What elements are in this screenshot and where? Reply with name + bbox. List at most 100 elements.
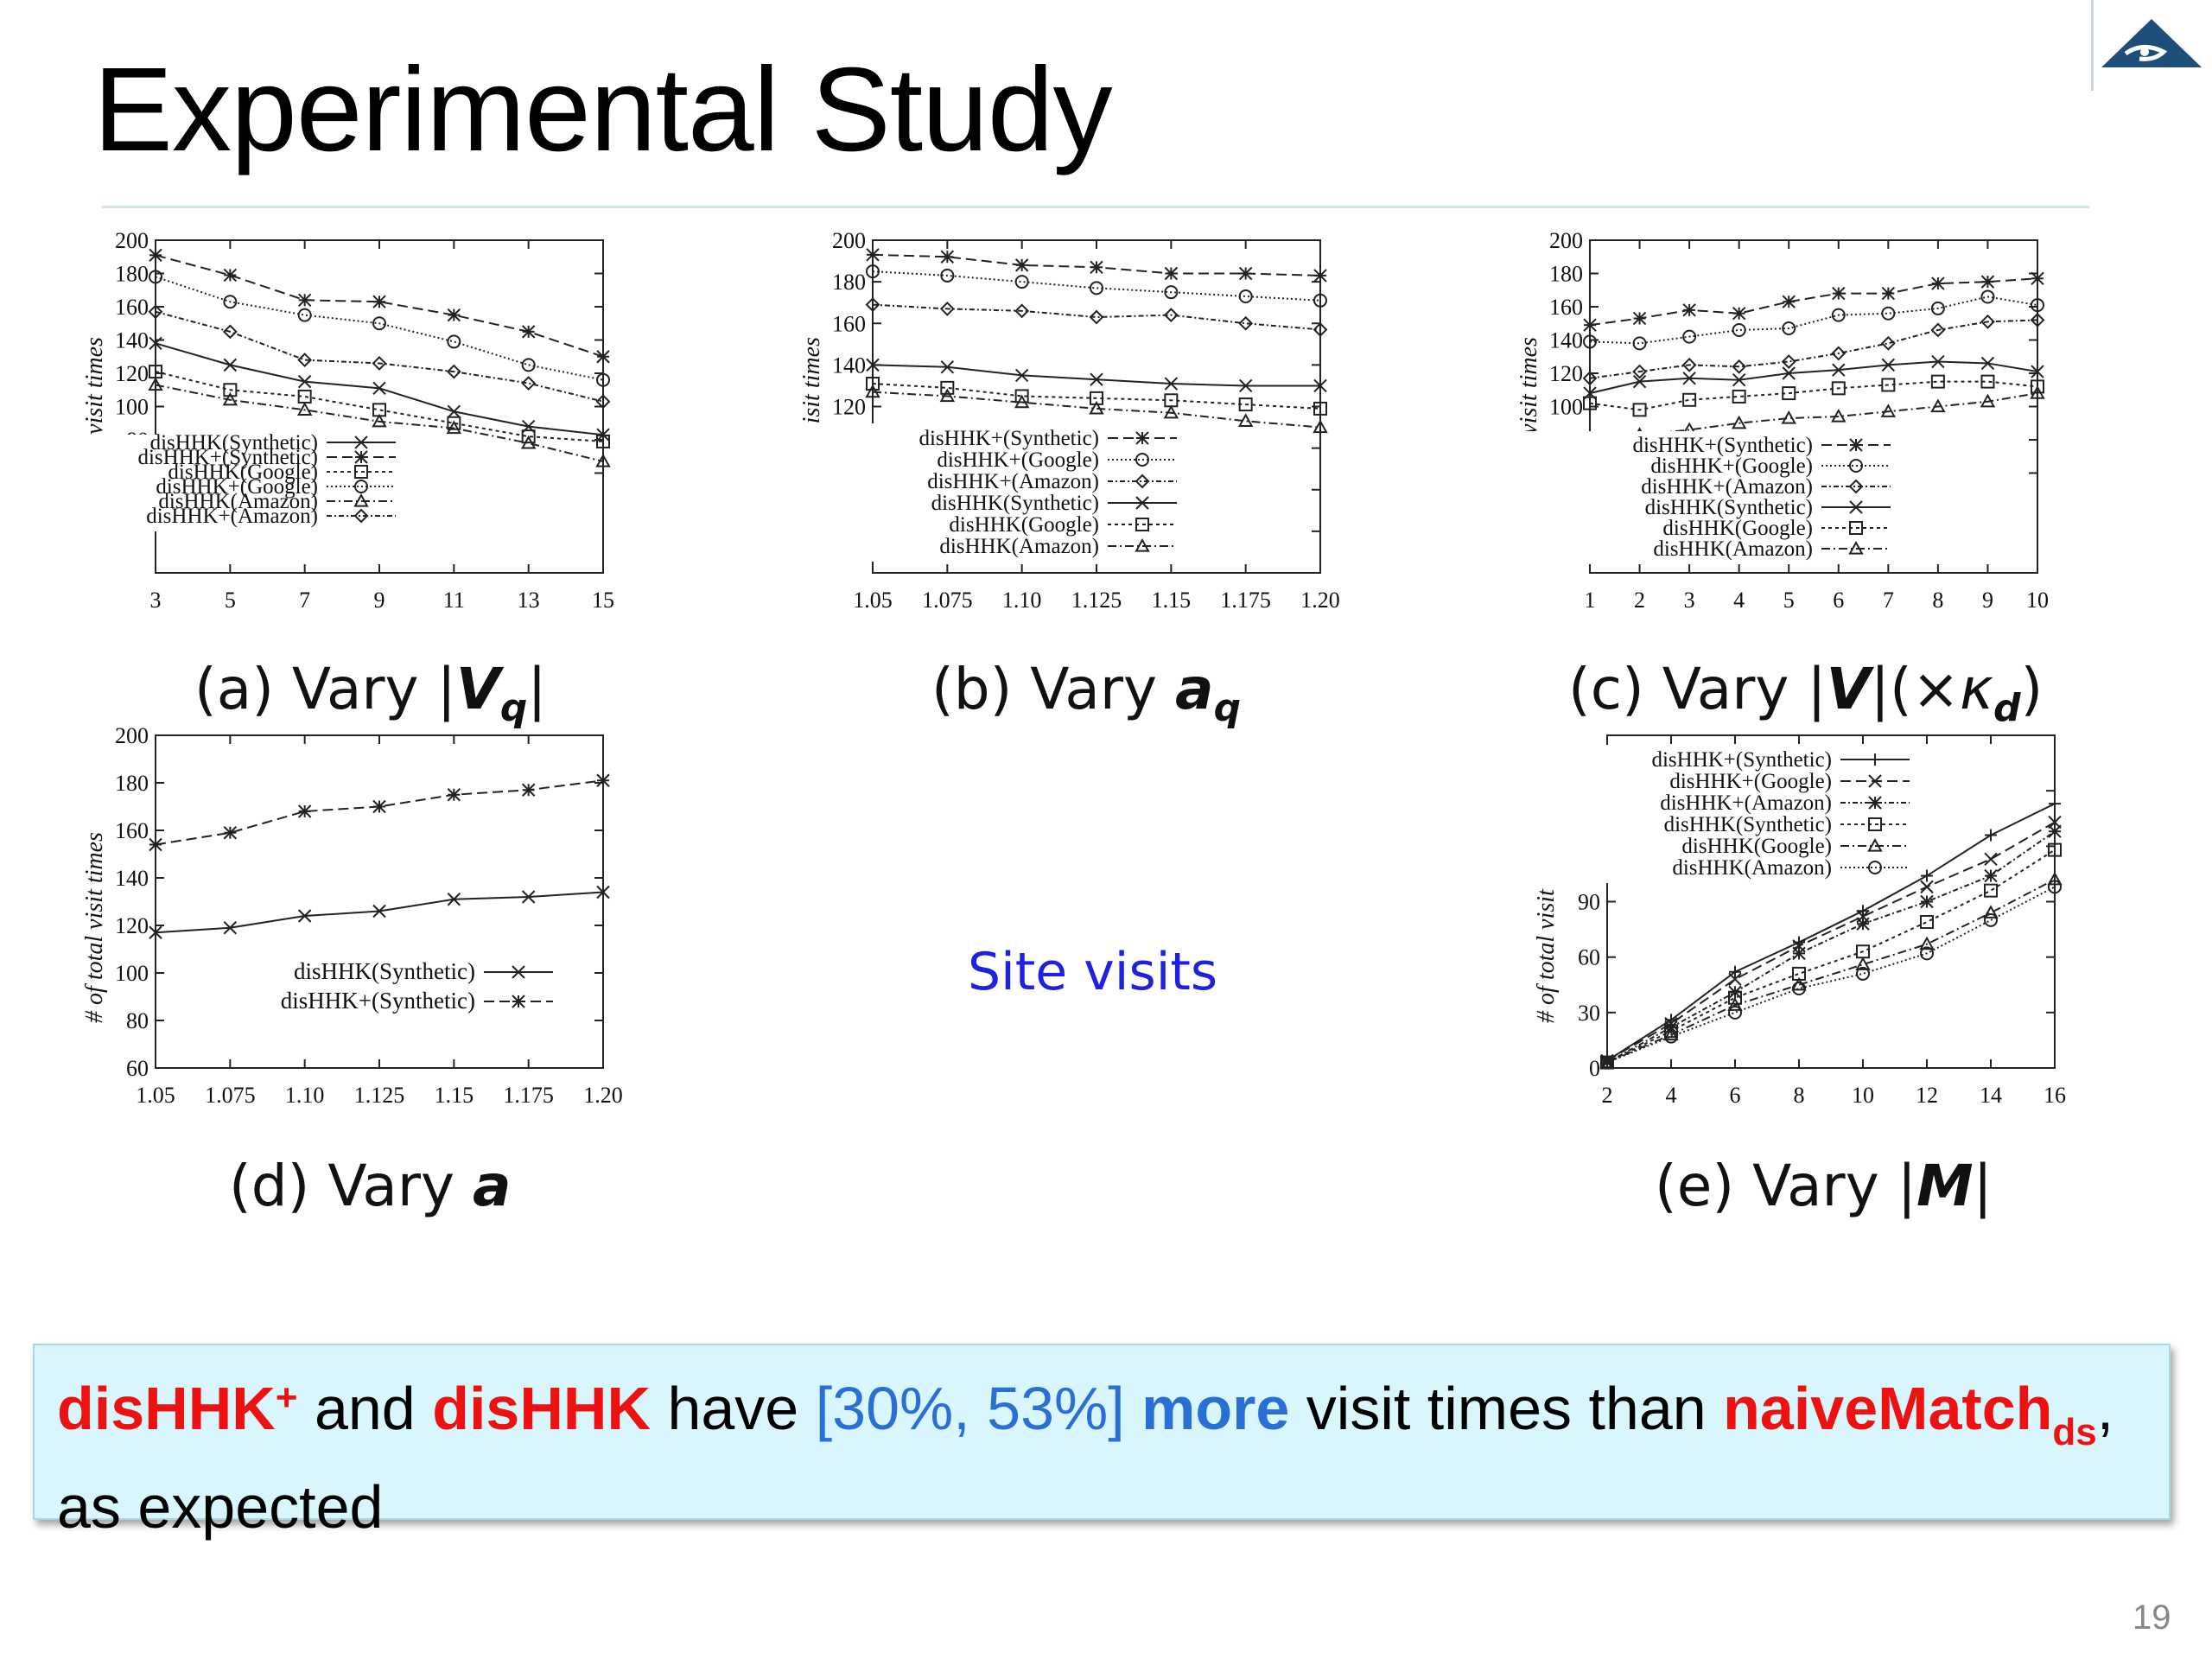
data-point	[1930, 374, 1945, 389]
data-point	[1931, 276, 1945, 290]
caption-c: (c) Vary |V|(×κd)	[1568, 656, 2044, 730]
data-point	[2030, 385, 2045, 399]
legend-marker	[1849, 438, 1863, 452]
legend-label: disHHK+(Amazon)	[146, 505, 318, 528]
data-point	[1313, 293, 1327, 308]
data-point	[296, 402, 313, 416]
y-tick-label: 200	[832, 228, 866, 253]
logo-divider	[2091, 0, 2094, 91]
data-point	[1238, 289, 1253, 303]
x-tick-label: 1.125	[354, 1083, 405, 1108]
series-line	[872, 383, 1321, 410]
data-point	[1831, 346, 1847, 361]
data-point	[372, 413, 387, 428]
legend-marker	[1135, 474, 1150, 489]
data-point	[596, 350, 610, 364]
x-tick-label: 1.05	[853, 588, 893, 613]
chart-vary-a: 60 80 100 120 140 160 180 200 1.05 1.075 1.10 1.125…	[81, 723, 623, 1108]
data-point	[1583, 334, 1597, 349]
x-tick-label: 8	[1932, 588, 1943, 613]
y-tick-label: 80	[126, 1008, 149, 1033]
y-tick-label: 180	[115, 262, 149, 287]
data-point	[1983, 905, 1999, 918]
series-line	[872, 270, 1321, 302]
legend-label: disHHK(Amazon)	[158, 490, 318, 513]
legend-label: disHHK(Synthetic)	[150, 431, 318, 454]
legend-background	[7, 435, 378, 531]
data-point	[1782, 295, 1796, 308]
y-tick-label: 30	[1578, 1001, 1600, 1026]
data-point	[1632, 364, 1647, 379]
data-point	[1090, 260, 1103, 274]
x-tick-label: 4	[1666, 1083, 1677, 1108]
x-tick-label: 14	[1980, 1083, 2002, 1108]
data-point	[1985, 829, 1997, 842]
data-point	[223, 921, 238, 935]
legend-marker	[354, 465, 368, 479]
x-tick-label: 1.05	[136, 1083, 175, 1108]
x-tick-label: 2	[1602, 1083, 1613, 1108]
data-point	[1881, 286, 1896, 301]
x-tick-label: 5	[1783, 588, 1795, 613]
x-tick-label: 1.20	[1300, 588, 1340, 613]
legend: disHHK(Synthetic) disHHK+(Synthetic)	[164, 950, 553, 1017]
data-point	[1014, 303, 1030, 319]
legend-marker	[1849, 521, 1863, 535]
x-tick-label: 6	[1833, 588, 1844, 613]
series-line	[155, 310, 604, 403]
data-point	[222, 324, 238, 340]
legend-label: disHHK(Amazon)	[939, 535, 1099, 558]
legend-marker	[1135, 431, 1149, 445]
legend-marker	[1849, 500, 1863, 514]
data-point	[1237, 413, 1254, 427]
data-point	[1632, 336, 1647, 351]
data-point	[1831, 408, 1847, 423]
x-tick-label: 9	[374, 588, 385, 613]
data-point	[521, 890, 536, 904]
data-point	[596, 773, 610, 787]
y-tick-label: 120	[115, 913, 149, 938]
x-tick-label: 8	[1794, 1083, 1805, 1108]
data-point	[1727, 997, 1743, 1011]
data-point	[1831, 381, 1846, 396]
data-point	[447, 893, 461, 906]
data-point	[1930, 322, 1946, 338]
site-visits-note: Site visits	[968, 942, 1218, 1002]
data-point	[1164, 285, 1179, 300]
data-point	[2047, 871, 2063, 886]
data-point	[1014, 275, 1029, 289]
data-point	[1728, 972, 1742, 987]
data-point	[1163, 308, 1179, 323]
y-tick-label: 100	[115, 961, 149, 986]
data-point	[1732, 359, 1747, 374]
legend-marker	[1135, 518, 1149, 531]
data-point	[1881, 378, 1896, 392]
legend-marker	[1868, 796, 1882, 810]
data-point	[149, 248, 162, 263]
data-point	[1632, 374, 1647, 389]
legend-marker	[354, 480, 368, 493]
data-point	[1731, 415, 1747, 429]
y-tick-label: 160	[1549, 295, 1583, 320]
data-point	[865, 384, 880, 398]
data-point	[1732, 389, 1746, 404]
data-point	[1663, 1027, 1679, 1041]
data-point	[447, 788, 461, 802]
x-tick-label: 7	[1883, 588, 1894, 613]
data-point	[372, 295, 386, 308]
data-point	[297, 293, 312, 308]
data-point	[1682, 329, 1697, 344]
data-point	[1881, 306, 1896, 321]
page-number: 19	[2133, 1599, 2171, 1637]
x-tick-label: 3	[150, 588, 162, 613]
legend-label: disHHK(Google)	[949, 513, 1099, 537]
legend-background	[1521, 745, 1892, 883]
data-point	[1782, 321, 1796, 336]
data-point	[297, 804, 312, 818]
legend-marker	[1848, 479, 1864, 494]
chart-vary-m: 0306090120150246810121416# of total visi…	[1521, 734, 2066, 1108]
data-point	[521, 358, 536, 372]
legend-label: disHHK+(Synthetic)	[281, 988, 475, 1014]
x-tick-label: 1.075	[205, 1083, 255, 1108]
data-point	[1881, 358, 1896, 372]
